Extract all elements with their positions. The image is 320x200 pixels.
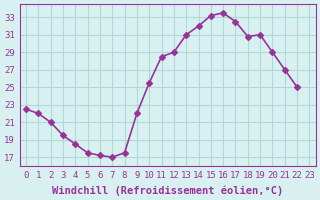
X-axis label: Windchill (Refroidissement éolien,°C): Windchill (Refroidissement éolien,°C) — [52, 185, 283, 196]
